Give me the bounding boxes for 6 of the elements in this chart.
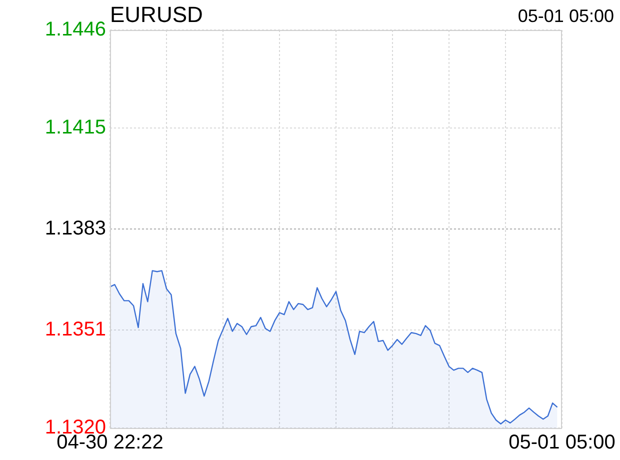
y-tick-label: 1.1415 bbox=[44, 116, 106, 138]
y-tick-label: 1.1351 bbox=[44, 318, 106, 341]
chart-subtitle: 05-01 05:00 bbox=[518, 6, 614, 27]
y-tick-label: 1.1446 bbox=[44, 18, 106, 41]
y-tick-label: 1.1383 bbox=[44, 218, 106, 240]
chart-title: EURUSD bbox=[110, 2, 203, 28]
